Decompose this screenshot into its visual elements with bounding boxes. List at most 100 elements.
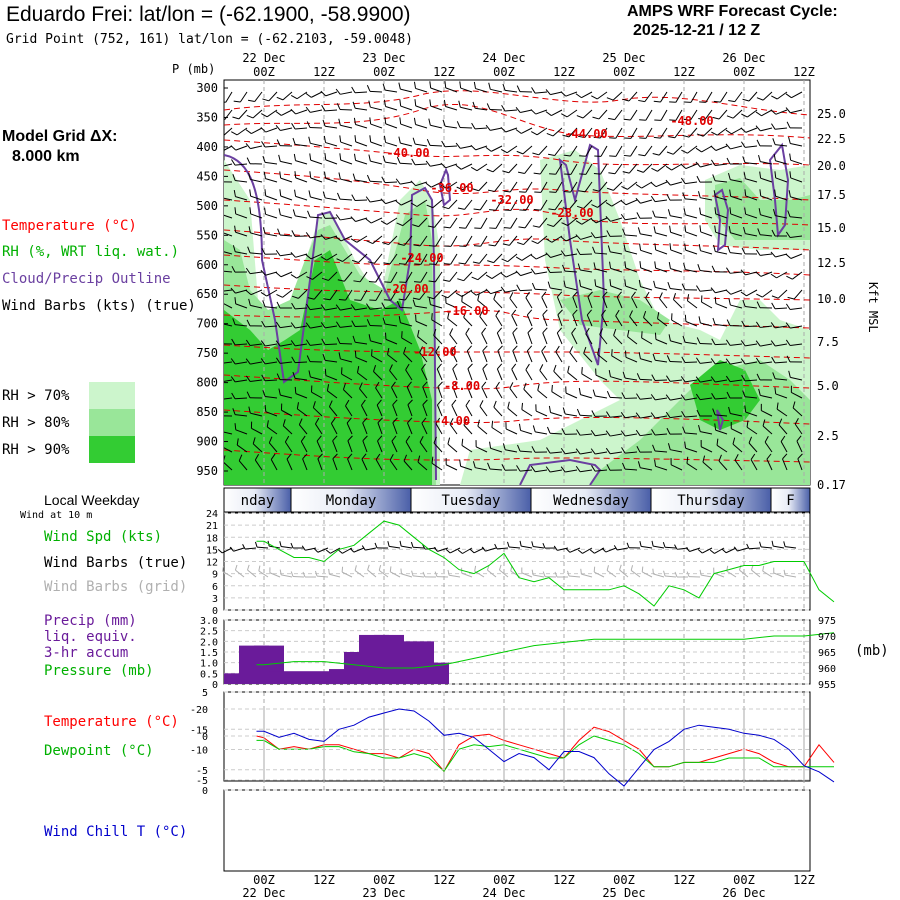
isotherm-40: [224, 139, 810, 166]
wind-barb-feather: [578, 135, 585, 139]
wind-barb: [291, 289, 308, 299]
wind-barb-shaft: [599, 334, 608, 345]
wind-barb-shaft: [550, 412, 563, 417]
wind-barb: [608, 163, 623, 175]
wind-barb-feather: [553, 364, 557, 372]
wind-barb-feather: [335, 304, 341, 311]
wind-barb: [725, 143, 743, 150]
wind-barb-shaft: [597, 199, 608, 208]
wind-barb-shaft: [415, 181, 428, 187]
wind-barb: [419, 436, 428, 453]
wind-barb: [710, 145, 728, 151]
wind-barb-shaft: [295, 325, 308, 329]
wind-barb: [758, 388, 773, 399]
wind-barb-feather: [562, 407, 566, 415]
wind-barb-shaft: [480, 217, 488, 229]
wind-barb-shaft: [610, 451, 623, 455]
wind-barb: [366, 303, 383, 310]
wind-barb: [575, 465, 593, 473]
wind-barb-feather: [680, 394, 686, 401]
wind-barb-feather: [485, 146, 492, 152]
wind-barb: [611, 349, 623, 363]
wind-barb: [714, 225, 728, 237]
top-time-tick-label: 00Z: [733, 65, 755, 79]
wind-barb-shaft: [535, 91, 548, 94]
wind-barb-feather: [353, 117, 357, 125]
wind-barb: [609, 261, 623, 273]
wind-barb: [350, 216, 368, 222]
wind-barb-shaft: [415, 320, 428, 327]
wind-barb: [669, 91, 683, 103]
wind-barb: [608, 370, 623, 381]
wind-barb-feather: [620, 412, 626, 419]
wind-barb-shaft: [775, 215, 788, 219]
wind-barb-feather: [639, 261, 642, 268]
wind-barb-shaft: [345, 405, 353, 417]
wind-barb-feather: [429, 81, 432, 89]
wind-barb-feather: [728, 298, 731, 306]
wind-barb-feather: [741, 374, 746, 382]
wind-barb: [457, 271, 473, 282]
wind-barb-feather: [639, 137, 646, 139]
wind-barb: [638, 279, 653, 291]
wind-barb-shaft: [495, 387, 503, 399]
wind-barb: [594, 145, 608, 157]
wind-barb-shaft: [309, 216, 323, 219]
wind-barb: [324, 153, 338, 165]
wind-barb-shaft: [254, 91, 263, 102]
wind-barb: [441, 140, 458, 148]
wind-barb-shaft: [760, 325, 773, 328]
wind-barb-feather: [531, 131, 538, 136]
temp-panel: 50-5: [196, 688, 835, 787]
wind-barb: [328, 400, 338, 417]
surface-wind-barb-feather: [662, 542, 666, 548]
wind-barb: [479, 400, 488, 417]
top-time-tick-label: 00Z: [253, 65, 275, 79]
wind-barb-feather: [261, 141, 266, 148]
wind-barb-shaft: [354, 199, 368, 202]
wind-barb: [410, 180, 428, 187]
wind-barb: [224, 379, 233, 383]
wind-barb-shaft: [401, 337, 413, 345]
wind-barb-feather: [260, 358, 266, 365]
wind-barb-feather: [680, 376, 686, 383]
wind-barb-feather: [392, 417, 398, 424]
wind-barb-shaft: [745, 233, 758, 237]
surface-wind-barb: [290, 542, 305, 549]
wind-barb-feather: [774, 171, 777, 178]
wind-barb: [699, 91, 713, 103]
wind-barb-shaft: [715, 213, 728, 219]
wind-barb: [231, 338, 248, 346]
wind-barb-shaft: [310, 376, 323, 381]
wind-barb-shaft: [556, 296, 563, 309]
wind-barb: [445, 458, 458, 471]
wind-barb-shaft: [475, 88, 488, 93]
wind-barb-shaft: [761, 109, 773, 117]
wind-barb: [391, 381, 398, 399]
wind-barb: [224, 145, 233, 153]
wind-barb: [666, 145, 683, 155]
wind-barb-shaft: [224, 145, 233, 153]
wind-barb-shaft: [295, 177, 308, 183]
wind-barb-shaft: [511, 315, 518, 327]
wind-barb: [591, 410, 608, 417]
wind-barb-feather: [459, 459, 462, 467]
model-grid-value: 8.000 km: [12, 148, 80, 165]
wind-barb: [561, 109, 578, 118]
grid-wind-barb: [762, 565, 773, 578]
wind-barb: [354, 135, 368, 147]
wind-barb-feather: [245, 129, 252, 134]
wind-barb: [261, 109, 278, 118]
wind-barb-feather: [381, 302, 386, 309]
wind-barb-shaft: [700, 361, 713, 364]
wind-barb-shaft: [266, 289, 278, 297]
wind-barb: [519, 199, 533, 211]
wind-barb-feather: [382, 155, 386, 163]
wind-barb-shaft: [643, 163, 653, 173]
grid-wind-barb-shaft: [726, 570, 737, 578]
wind-barb-shaft: [325, 235, 338, 240]
wind-barb: [249, 207, 263, 219]
wind-barb-shaft: [700, 270, 713, 273]
wind-barb-feather: [564, 173, 572, 175]
wind-barb-feather: [641, 331, 643, 338]
